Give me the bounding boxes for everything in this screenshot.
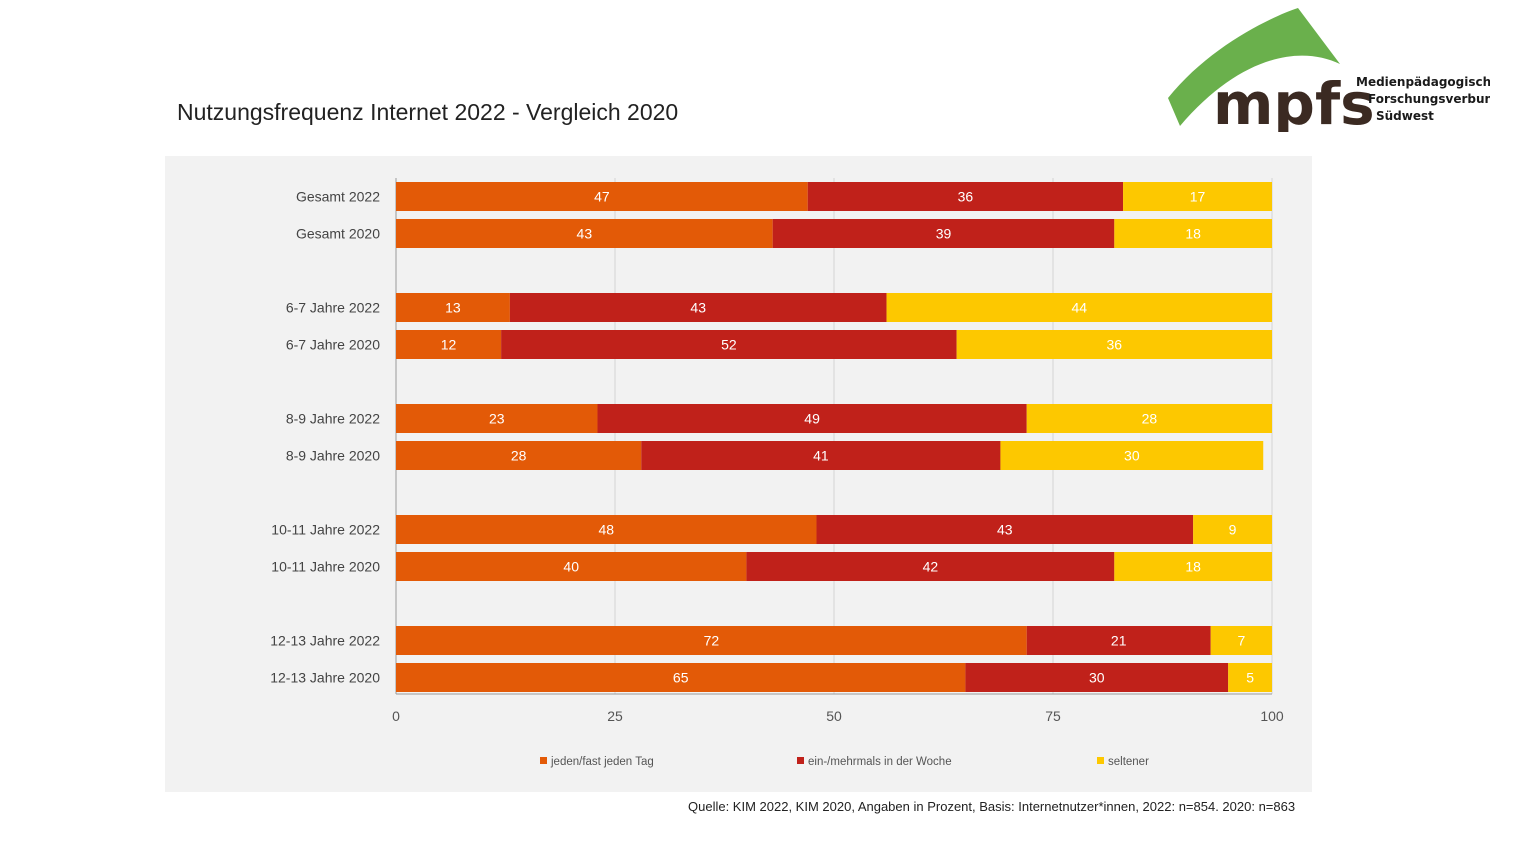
bar-segment [641, 441, 1001, 470]
x-tick-label: 75 [1045, 708, 1061, 724]
bar-segment [816, 515, 1194, 544]
data-label: 13 [445, 300, 461, 316]
bar-segment [886, 293, 1272, 322]
page-title: Nutzungsfrequenz Internet 2022 - Verglei… [177, 99, 679, 125]
data-label: 28 [511, 448, 527, 464]
svg-text:Südwest: Südwest [1376, 109, 1434, 123]
category-label: 6-7 Jahre 2020 [286, 337, 380, 353]
bar-segment [396, 182, 808, 211]
bar-segment [396, 552, 747, 581]
category-label: 10-11 Jahre 2022 [271, 522, 380, 538]
category-label: 12-13 Jahre 2022 [270, 633, 380, 649]
data-label: 72 [704, 633, 720, 649]
legend-swatch [1097, 757, 1104, 764]
bar-segment [396, 293, 510, 322]
category-label: 8-9 Jahre 2022 [286, 411, 380, 427]
bar-segment [597, 404, 1027, 433]
bar-segment [1193, 515, 1272, 544]
legend-label: jeden/fast jeden Tag [550, 756, 654, 768]
bar-segment [396, 330, 502, 359]
data-label: 21 [1111, 633, 1127, 649]
data-label: 48 [598, 522, 614, 538]
data-label: 43 [690, 300, 706, 316]
bar-segment [772, 219, 1115, 248]
x-tick-label: 50 [826, 708, 842, 724]
data-label: 17 [1190, 189, 1206, 205]
data-label: 5 [1246, 670, 1254, 686]
bar-segment [965, 663, 1229, 692]
category-label: 10-11 Jahre 2020 [271, 559, 380, 575]
bar-segment [396, 441, 642, 470]
chart-panel: Gesamt 2022 47 36 17 Gesamt 2020 43 39 18 6-7 Ja… [165, 156, 1312, 792]
bar-segment [1114, 552, 1272, 581]
bar-segment [1026, 626, 1211, 655]
bar-segment [396, 626, 1027, 655]
legend-swatch [797, 757, 804, 764]
bar-segment [1210, 626, 1272, 655]
bar-segment [396, 515, 817, 544]
x-tick-label: 100 [1260, 708, 1284, 724]
legend-label: seltener [1108, 756, 1149, 768]
bar-segment [956, 330, 1272, 359]
data-label: 40 [563, 559, 579, 575]
category-label: 12-13 Jahre 2020 [270, 670, 380, 686]
bar-segment [1114, 219, 1272, 248]
bar-segment [509, 293, 887, 322]
data-label: 36 [958, 189, 974, 205]
data-label: 49 [804, 411, 820, 427]
data-label: 65 [673, 670, 689, 686]
data-label: 43 [577, 226, 593, 242]
data-label: 42 [923, 559, 939, 575]
svg-text:Forschungsverbund: Forschungsverbund [1368, 92, 1490, 106]
bar-segment [746, 552, 1115, 581]
bar-segment [396, 663, 966, 692]
bar-segment [1228, 663, 1272, 692]
data-label: 41 [813, 448, 829, 464]
data-label: 39 [936, 226, 952, 242]
data-label: 30 [1089, 670, 1105, 686]
data-label: 30 [1124, 448, 1140, 464]
bar-segment [807, 182, 1124, 211]
data-label: 43 [997, 522, 1013, 538]
data-label: 47 [594, 189, 610, 205]
data-label: 28 [1142, 411, 1158, 427]
bar-segment [1026, 404, 1272, 433]
data-label: 12 [441, 337, 457, 353]
legend-label: ein-/mehrmals in der Woche [808, 756, 952, 768]
category-label: 8-9 Jahre 2020 [286, 448, 380, 464]
mpfs-logo: mpfs Medienpädagogischer Forschungsverbu… [1168, 8, 1505, 138]
data-label: 23 [489, 411, 505, 427]
x-tick-label: 25 [607, 708, 623, 724]
bar-segment [501, 330, 957, 359]
mpfs-logo-graphic: mpfs Medienpädagogischer Forschungsverbu… [1168, 8, 1505, 138]
bar-segment [1123, 182, 1272, 211]
data-label: 18 [1185, 559, 1201, 575]
x-tick-label: 0 [392, 708, 400, 724]
data-label: 36 [1107, 337, 1123, 353]
category-label: Gesamt 2022 [296, 189, 380, 205]
stacked-bar-chart: Gesamt 2022 47 36 17 Gesamt 2020 43 39 18 6-7 Ja… [270, 178, 1284, 768]
data-label: 7 [1237, 633, 1245, 649]
source-note: Quelle: KIM 2022, KIM 2020, Angaben in P… [688, 799, 1296, 814]
bar-segment [396, 404, 598, 433]
category-label: 6-7 Jahre 2022 [286, 300, 380, 316]
bar-segment [396, 219, 773, 248]
data-label: 9 [1229, 522, 1237, 538]
category-label: Gesamt 2020 [296, 226, 380, 242]
svg-text:Medienpädagogischer: Medienpädagogischer [1356, 75, 1490, 89]
data-label: 18 [1185, 226, 1201, 242]
bar-segment [1000, 441, 1264, 470]
svg-text:mpfs: mpfs [1213, 70, 1375, 132]
legend-swatch [540, 757, 547, 764]
data-label: 44 [1071, 300, 1087, 316]
data-label: 52 [721, 337, 737, 353]
